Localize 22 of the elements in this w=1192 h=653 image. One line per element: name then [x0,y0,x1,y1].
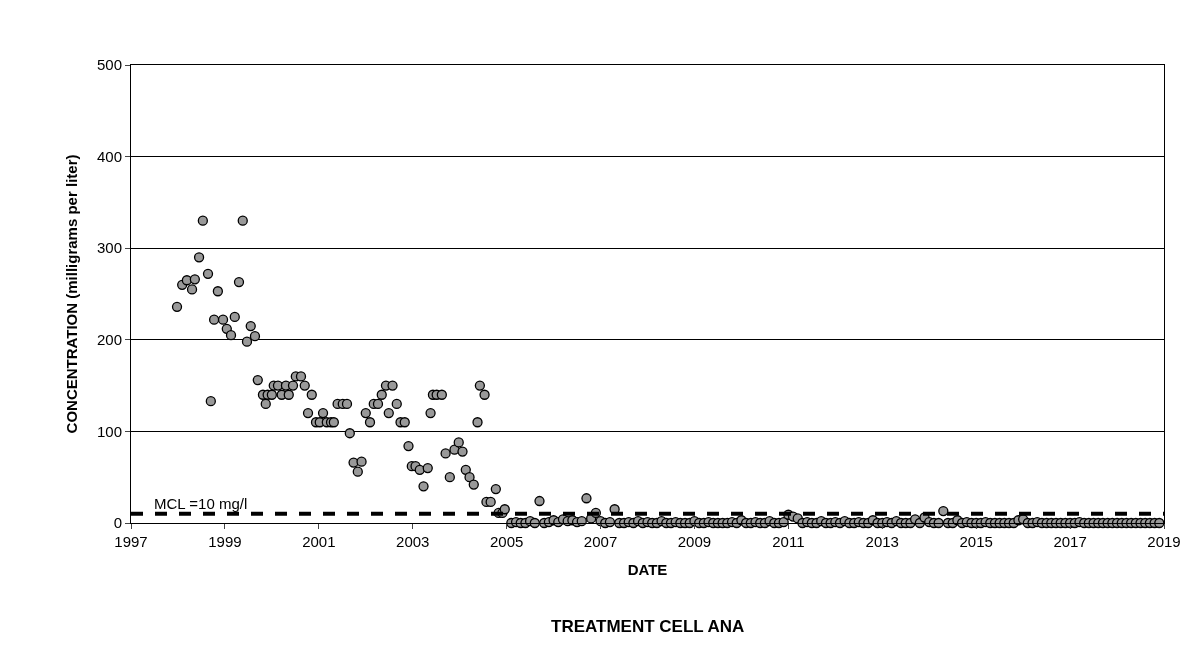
y-tick-label: 300 [96,239,122,257]
x-axis-title: DATE [627,561,668,578]
x-tick-label: 1997 [114,533,148,550]
x-tick-label: 2017 [1053,533,1087,550]
y-tick-label: 200 [96,331,122,349]
x-tick-label: 2009 [677,533,712,550]
y-tick-label: 500 [96,56,122,74]
y-tick-label: 400 [96,147,122,165]
x-tick-label: 2015 [959,533,993,550]
x-tick-label: 2005 [489,533,524,550]
y-tick-label: 100 [96,422,122,440]
y-axis-title: CONCENTRATION (milligrams per liter) [63,154,81,434]
text: TREATMENT CELL ANA [551,617,745,636]
x-tick-label: 1999 [208,533,242,550]
x-tick-label: 2011 [772,533,805,550]
x-tick-label: 2013 [865,533,899,550]
y-tick-label: 0 [113,514,122,532]
x-tick-label: 2007 [583,533,618,550]
x-tick-label: 2019 [1147,533,1181,550]
x-tick-label: 2001 [302,533,336,550]
ref-line-label: MCL =10 mg/l [154,495,248,512]
x-tick-label: 2003 [396,533,430,550]
